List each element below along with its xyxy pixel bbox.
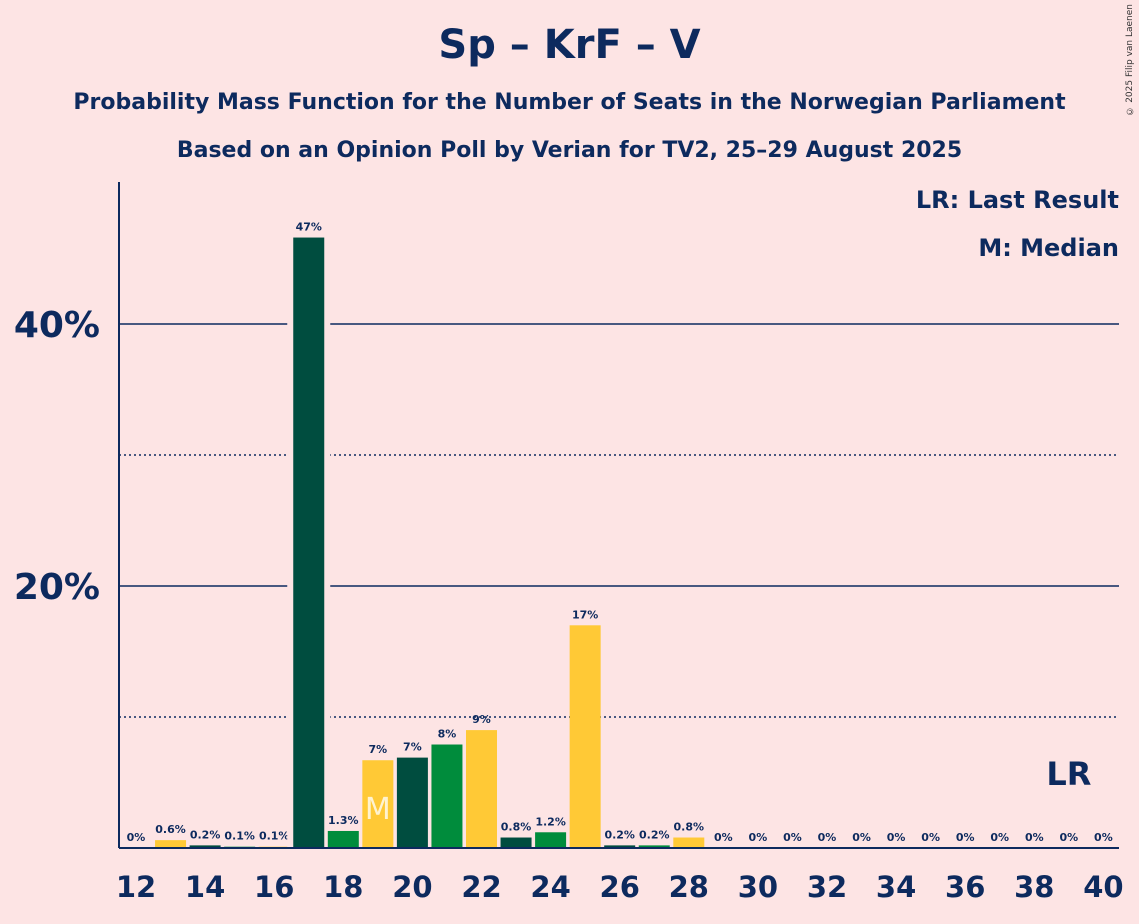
value-label-38: 0%	[1025, 831, 1044, 844]
x-tick-label: 18	[323, 870, 363, 904]
value-label-30: 0%	[749, 831, 768, 844]
x-tick-label: 12	[116, 870, 156, 904]
bar-21	[431, 744, 463, 848]
value-label-27: 0.2%	[639, 828, 670, 841]
x-tick-label: 40	[1083, 870, 1123, 904]
bar-24	[535, 832, 567, 848]
x-tick-label: 36	[945, 870, 985, 904]
value-label-35: 0%	[921, 831, 940, 844]
median-marker: M	[365, 792, 391, 827]
x-tick-label: 14	[185, 870, 225, 904]
y-tick-label: 20%	[14, 567, 100, 608]
value-label-17: 47%	[296, 221, 322, 234]
last-result-marker: LR	[1046, 755, 1091, 793]
value-label-20: 7%	[403, 741, 422, 754]
value-label-33: 0%	[852, 831, 871, 844]
chart-subtitle-2: Based on an Opinion Poll by Verian for T…	[176, 138, 963, 163]
x-tick-label: 28	[669, 870, 709, 904]
value-label-22: 9%	[472, 713, 491, 726]
value-label-39: 0%	[1060, 831, 1079, 844]
bar-17	[293, 237, 325, 849]
value-label-28: 0.8%	[674, 821, 705, 834]
y-tick-label: 40%	[14, 305, 100, 346]
value-label-31: 0%	[783, 831, 802, 844]
x-tick-label: 34	[876, 870, 916, 904]
legend-median: M: Median	[978, 234, 1119, 262]
x-tick-label: 38	[1014, 870, 1054, 904]
value-label-14: 0.2%	[190, 828, 221, 841]
value-label-29: 0%	[714, 831, 733, 844]
value-label-26: 0.2%	[604, 828, 635, 841]
value-label-18: 1.3%	[328, 814, 359, 827]
bar-27	[638, 845, 670, 848]
chart-title: Sp – KrF – V	[438, 22, 701, 68]
bar-18	[327, 830, 359, 848]
value-label-15: 0.1%	[224, 830, 255, 843]
value-label-25: 17%	[572, 608, 598, 621]
chart-subtitle-1: Probability Mass Function for the Number…	[73, 90, 1066, 115]
value-label-32: 0%	[818, 831, 837, 844]
value-label-12: 0%	[127, 831, 146, 844]
x-tick-label: 20	[392, 870, 432, 904]
bar-13	[155, 840, 187, 848]
value-label-24: 1.2%	[535, 815, 566, 828]
bar-28	[673, 837, 705, 848]
bar-26	[604, 845, 636, 848]
bar-19	[362, 760, 394, 848]
legend-last-result: LR: Last Result	[915, 186, 1119, 214]
value-label-37: 0%	[990, 831, 1009, 844]
bar-22	[466, 730, 497, 848]
x-tick-label: 30	[738, 870, 778, 904]
bar-25	[569, 625, 601, 848]
x-tick-label: 24	[530, 870, 570, 904]
value-label-40: 0%	[1094, 831, 1113, 844]
value-label-36: 0%	[956, 831, 975, 844]
value-label-16: 0.1%	[259, 830, 290, 843]
x-tick-label: 32	[807, 870, 847, 904]
value-label-21: 8%	[438, 728, 457, 741]
bar-20	[396, 757, 428, 848]
value-label-13: 0.6%	[155, 823, 186, 836]
x-tick-label: 26	[600, 870, 640, 904]
value-label-34: 0%	[887, 831, 906, 844]
bar-23	[500, 837, 532, 848]
bar-14	[189, 845, 221, 848]
value-label-19: 7%	[369, 743, 388, 756]
value-label-23: 0.8%	[501, 821, 532, 834]
x-tick-label: 16	[254, 870, 294, 904]
x-tick-label: 22	[461, 870, 501, 904]
